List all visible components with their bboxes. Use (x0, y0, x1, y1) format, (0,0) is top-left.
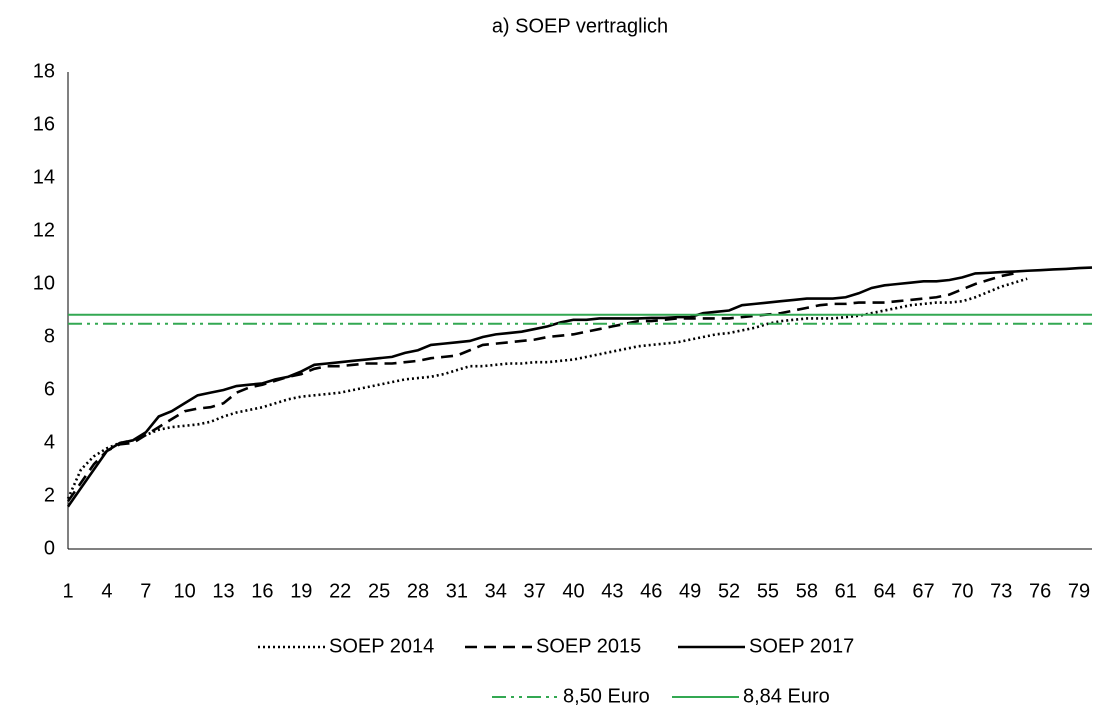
legend-label: SOEP 2017 (749, 635, 854, 657)
y-tick-label: 10 (33, 272, 55, 294)
x-tick-label: 4 (101, 580, 112, 602)
x-tick-label: 49 (679, 580, 701, 602)
y-tick-label: 14 (33, 166, 55, 188)
x-tick-label: 37 (524, 580, 546, 602)
x-tick-label: 1 (62, 580, 73, 602)
legend-label: 8,50 Euro (563, 685, 650, 707)
x-tick-label: 7 (140, 580, 151, 602)
x-tick-label: 64 (873, 580, 895, 602)
x-tick-label: 70 (951, 580, 973, 602)
y-tick-label: 8 (44, 325, 55, 347)
x-tick-label: 61 (835, 580, 857, 602)
x-tick-label: 76 (1029, 580, 1051, 602)
series-line (66, 277, 1028, 500)
x-tick-label: 58 (796, 580, 818, 602)
chart-title: a) SOEP vertraglich (492, 15, 668, 37)
x-tick-label: 73 (990, 580, 1012, 602)
x-tick-label: 43 (601, 580, 623, 602)
legend-label: SOEP 2015 (536, 635, 641, 657)
x-tick-label: 10 (174, 580, 196, 602)
x-tick-label: 13 (212, 580, 234, 602)
y-tick-label: 4 (44, 431, 55, 453)
x-tick-label: 16 (251, 580, 273, 602)
y-tick-label: 2 (44, 484, 55, 506)
series-line (66, 266, 1093, 508)
x-tick-label: 19 (290, 580, 312, 602)
y-tick-label: 18 (33, 60, 55, 82)
x-tick-label: 67 (912, 580, 934, 602)
x-tick-label: 46 (640, 580, 662, 602)
y-tick-label: 16 (33, 113, 55, 135)
y-tick-label: 6 (44, 378, 55, 400)
x-tick-label: 79 (1068, 580, 1090, 602)
x-tick-label: 25 (368, 580, 390, 602)
x-tick-label: 34 (485, 580, 507, 602)
y-tick-label: 12 (33, 219, 55, 241)
x-tick-label: 55 (757, 580, 779, 602)
legend-label: 8,84 Euro (743, 685, 830, 707)
x-tick-label: 28 (407, 580, 429, 602)
legend-label: SOEP 2014 (329, 635, 434, 657)
x-tick-label: 22 (329, 580, 351, 602)
x-tick-label: 52 (718, 580, 740, 602)
y-tick-label: 0 (44, 537, 55, 559)
x-tick-label: 31 (446, 580, 468, 602)
x-tick-label: 40 (562, 580, 584, 602)
series-line (66, 272, 1015, 503)
